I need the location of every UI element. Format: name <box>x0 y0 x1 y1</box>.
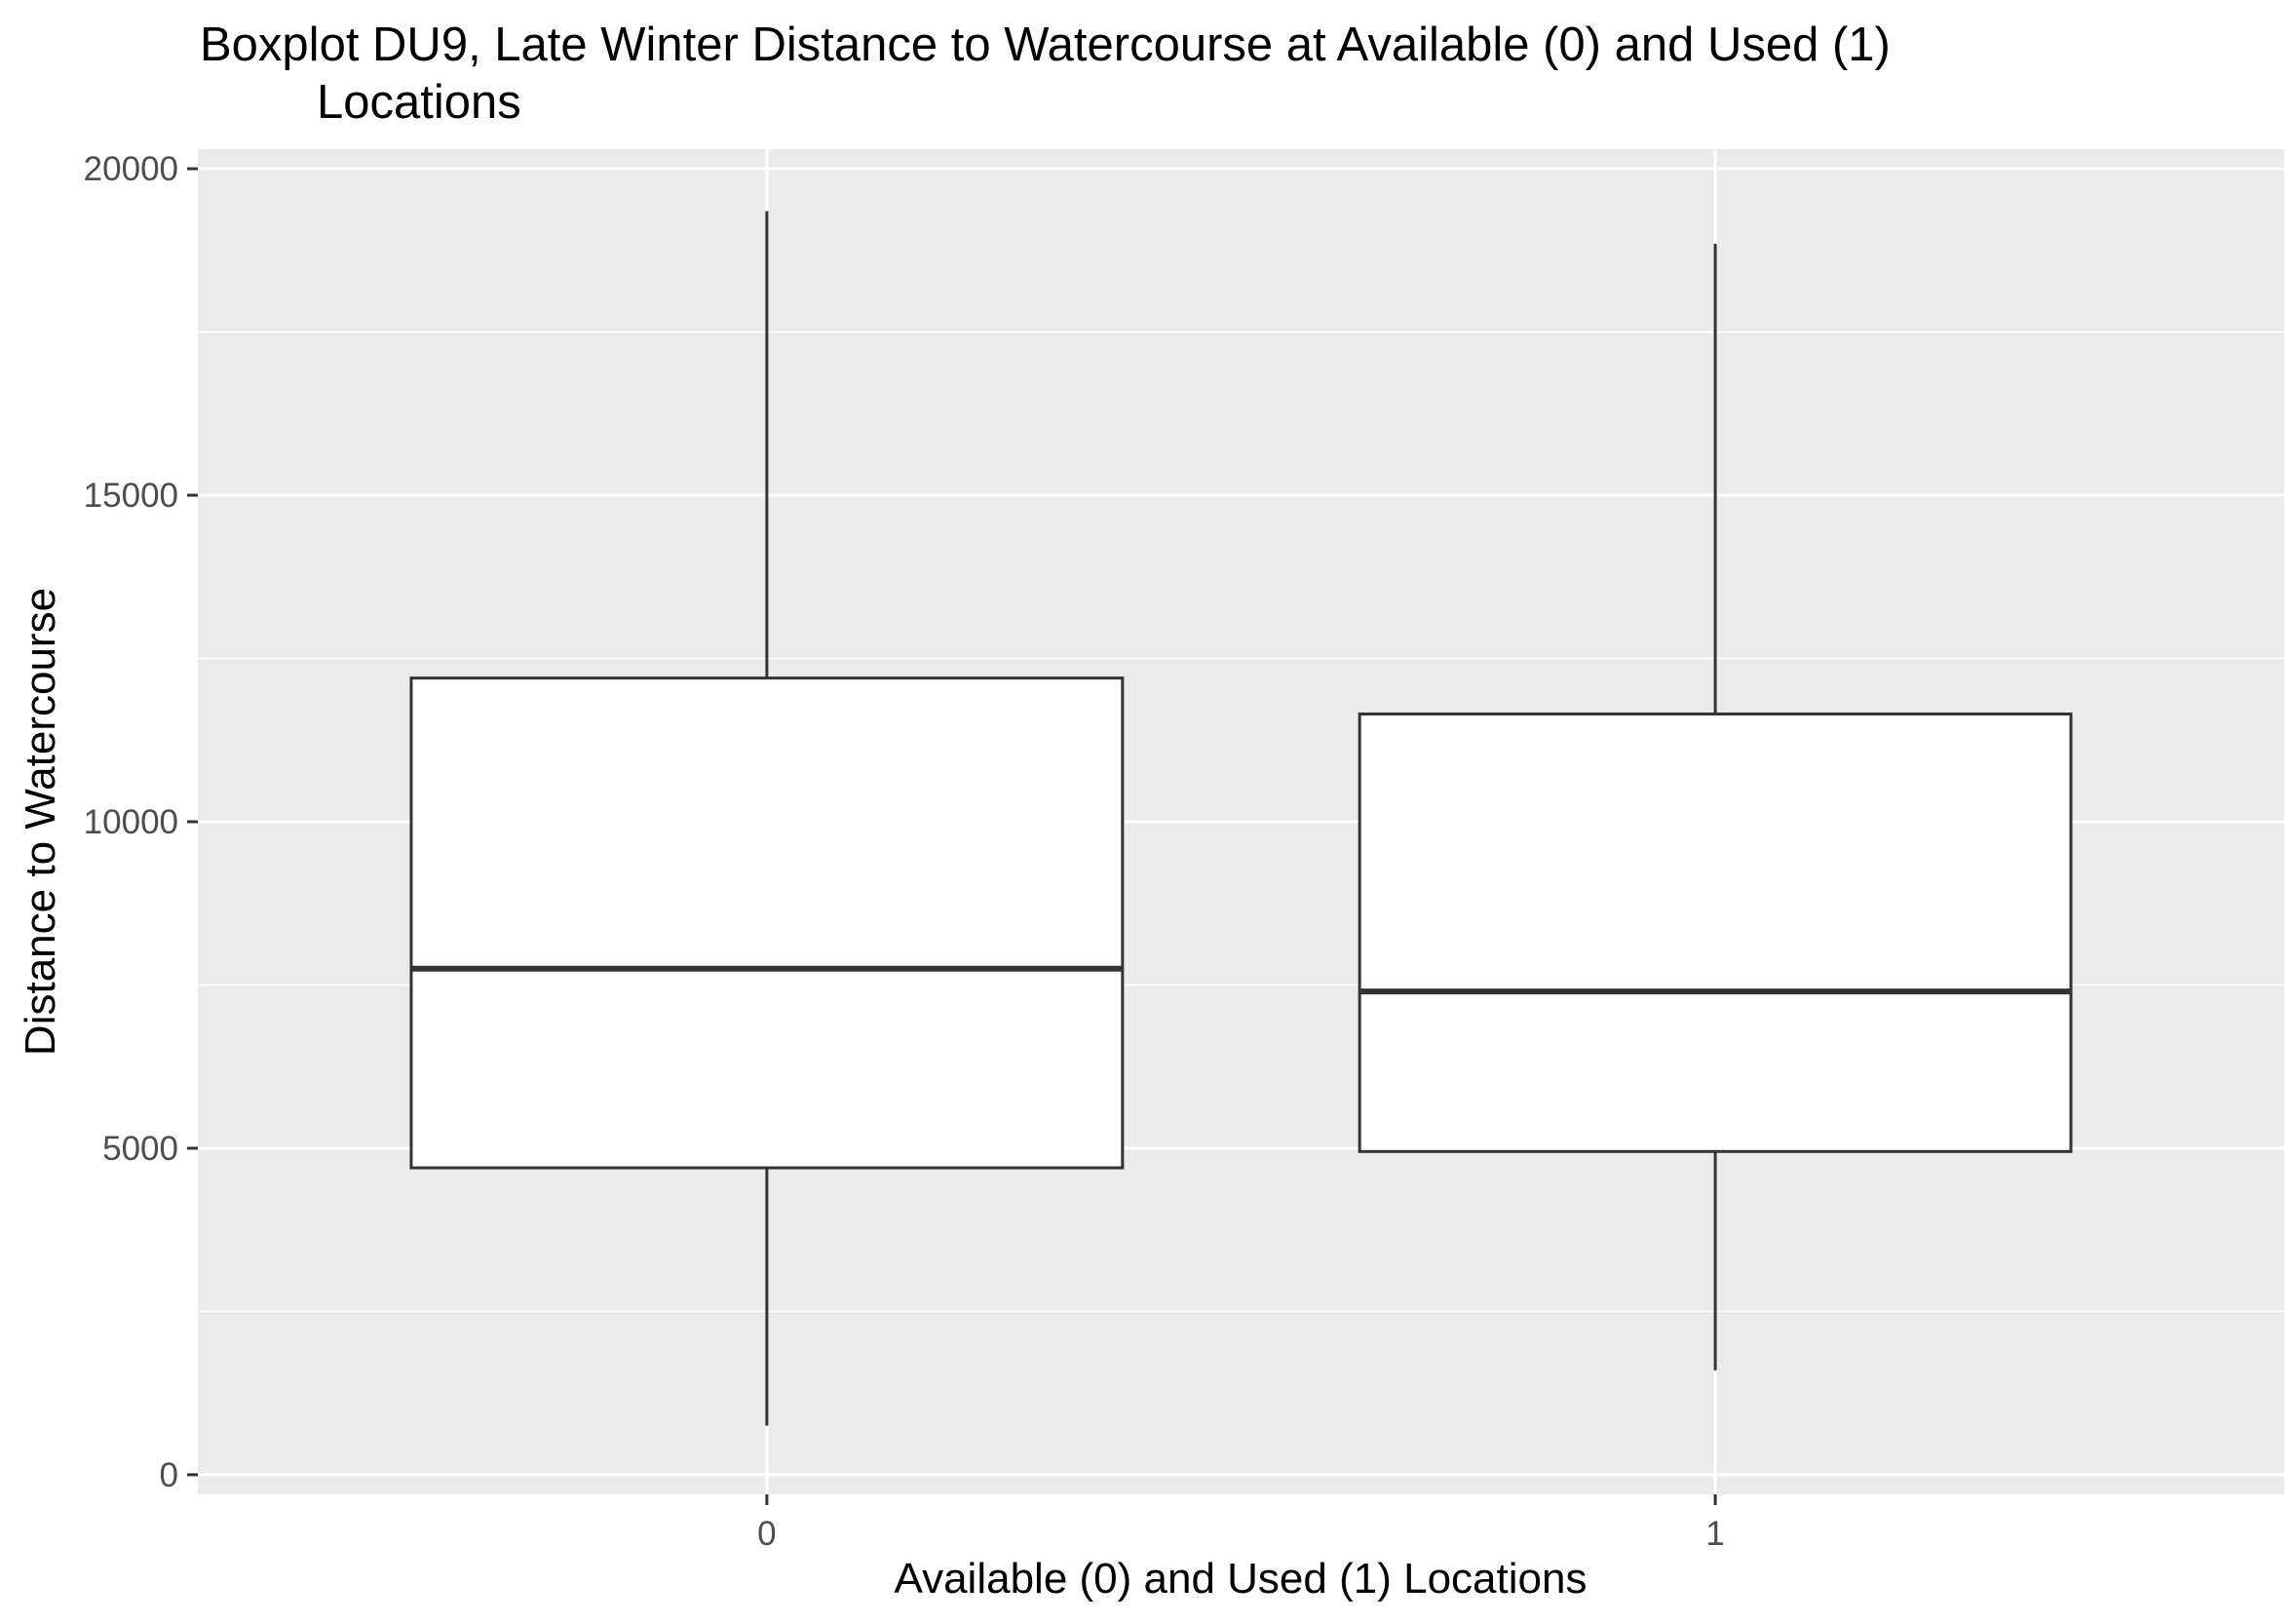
box-0 <box>409 676 1125 1170</box>
x-axis-title: Available (0) and Used (1) Locations <box>895 1555 1588 1603</box>
y-tick-label: 5000 <box>102 1130 178 1168</box>
boxes <box>409 211 2073 1426</box>
chart-title-line2: Locations <box>317 76 521 129</box>
y-tick-label: 20000 <box>84 150 178 188</box>
x-tick-label: 0 <box>757 1515 776 1553</box>
chart-title-line1: Boxplot DU9, Late Winter Distance to Wat… <box>200 19 1891 71</box>
box-1 <box>1358 712 2073 1153</box>
y-axis-title: Distance to Watercourse <box>17 588 64 1056</box>
y-tick-label: 0 <box>160 1456 178 1494</box>
x-tick-label: 1 <box>1705 1515 1724 1553</box>
y-tick-label: 10000 <box>84 803 178 841</box>
y-tick-label: 15000 <box>84 477 178 515</box>
y-axis: 0 5000 10000 15000 20000 <box>84 150 198 1494</box>
